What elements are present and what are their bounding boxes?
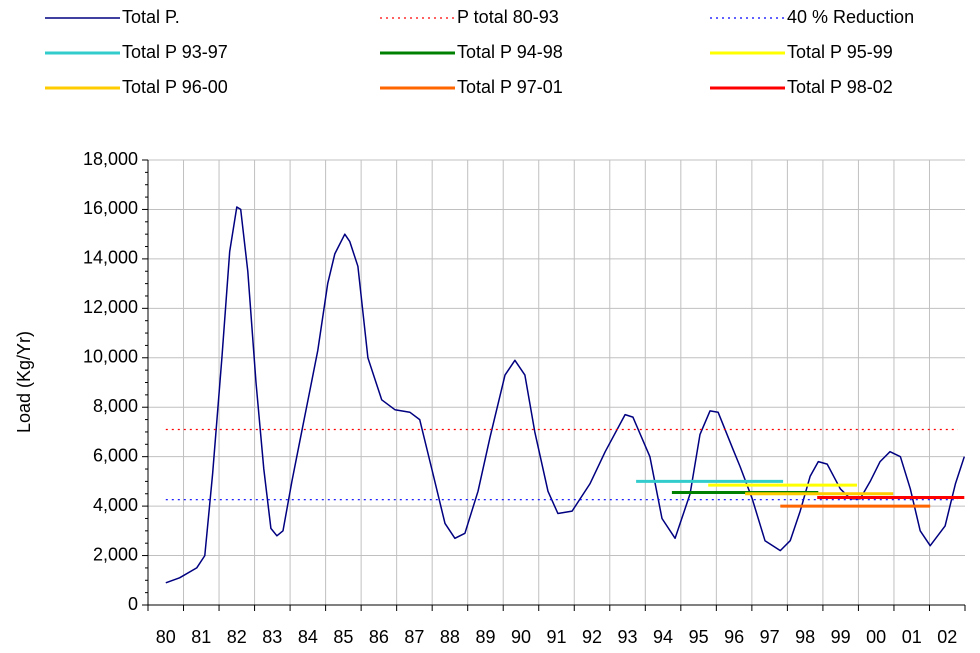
y-tick-label: 4,000 [93, 495, 138, 515]
x-tick-label: 91 [546, 627, 566, 647]
x-tick-label: 97 [760, 627, 780, 647]
x-tick-label: 86 [369, 627, 389, 647]
legend-label: Total P 96-00 [122, 77, 228, 97]
legend-label: Total P 98-02 [787, 77, 893, 97]
legend-label: Total P. [122, 7, 180, 27]
x-tick-label: 95 [689, 627, 709, 647]
x-tick-label: 98 [795, 627, 815, 647]
x-tick-label: 82 [227, 627, 247, 647]
x-tick-label: 99 [831, 627, 851, 647]
legend-label: Total P 95-99 [787, 42, 893, 62]
x-tick-label: 81 [191, 627, 211, 647]
y-tick-label: 2,000 [93, 544, 138, 564]
legend-label: P total 80-93 [457, 7, 559, 27]
y-tick-label: 8,000 [93, 396, 138, 416]
x-tick-label: 88 [440, 627, 460, 647]
legend-label: Total P 94-98 [457, 42, 563, 62]
x-tick-label: 93 [618, 627, 638, 647]
x-tick-label: 83 [262, 627, 282, 647]
y-axis-label: Load (Kg/Yr) [14, 331, 34, 433]
legend-label: 40 % Reduction [787, 7, 914, 27]
x-tick-label: 01 [902, 627, 922, 647]
y-tick-label: 10,000 [83, 347, 138, 367]
x-tick-label: 90 [511, 627, 531, 647]
y-tick-label: 14,000 [83, 248, 138, 268]
x-tick-label: 85 [333, 627, 353, 647]
y-tick-label: 0 [128, 594, 138, 614]
x-tick-label: 84 [298, 627, 318, 647]
x-tick-label: 94 [653, 627, 673, 647]
series-line [165, 206, 966, 584]
x-tick-label: 02 [937, 627, 957, 647]
y-tick-label: 12,000 [83, 297, 138, 317]
x-tick-label: 80 [156, 627, 176, 647]
legend-label: Total P 93-97 [122, 42, 228, 62]
x-tick-label: 89 [475, 627, 495, 647]
y-tick-label: 18,000 [83, 149, 138, 169]
x-tick-label: 00 [866, 627, 886, 647]
x-tick-label: 92 [582, 627, 602, 647]
x-tick-label: 87 [404, 627, 424, 647]
y-tick-label: 16,000 [83, 198, 138, 218]
y-tick-label: 6,000 [93, 445, 138, 465]
x-tick-label: 96 [724, 627, 744, 647]
legend-label: Total P 97-01 [457, 77, 563, 97]
